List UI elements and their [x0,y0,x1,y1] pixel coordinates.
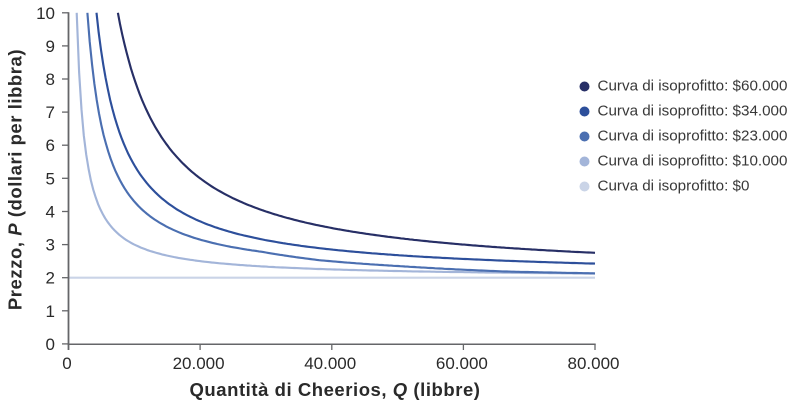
svg-text:6: 6 [46,136,55,155]
svg-text:Curva di isoprofitto: $34.000: Curva di isoprofitto: $34.000 [598,103,788,120]
svg-text:80.000: 80.000 [568,354,620,373]
svg-text:Curva di isoprofitto: $23.000: Curva di isoprofitto: $23.000 [598,128,788,145]
svg-text:1: 1 [46,302,55,321]
svg-text:4: 4 [46,203,55,222]
svg-text:7: 7 [46,103,55,122]
svg-text:0: 0 [62,354,71,373]
svg-text:2: 2 [46,269,55,288]
svg-text:40.000: 40.000 [304,354,356,373]
svg-text:20.000: 20.000 [173,354,225,373]
svg-text:60.000: 60.000 [436,354,488,373]
svg-text:10: 10 [36,4,55,23]
svg-text:Curva di isoprofitto: $60.000: Curva di isoprofitto: $60.000 [598,78,788,95]
svg-text:5: 5 [46,169,55,188]
svg-text:9: 9 [46,37,55,56]
svg-text:Prezzo, P (dollari per libbra): Prezzo, P (dollari per libbra) [5,49,26,310]
svg-text:3: 3 [46,236,55,255]
svg-text:8: 8 [46,70,55,89]
svg-text:Curva di isoprofitto: $0: Curva di isoprofitto: $0 [598,178,750,195]
svg-text:Quantità di Cheerios, Q (libbr: Quantità di Cheerios, Q (libbre) [189,379,480,400]
svg-text:0: 0 [46,335,55,354]
svg-text:Curva di isoprofitto: $10.000: Curva di isoprofitto: $10.000 [598,153,788,170]
